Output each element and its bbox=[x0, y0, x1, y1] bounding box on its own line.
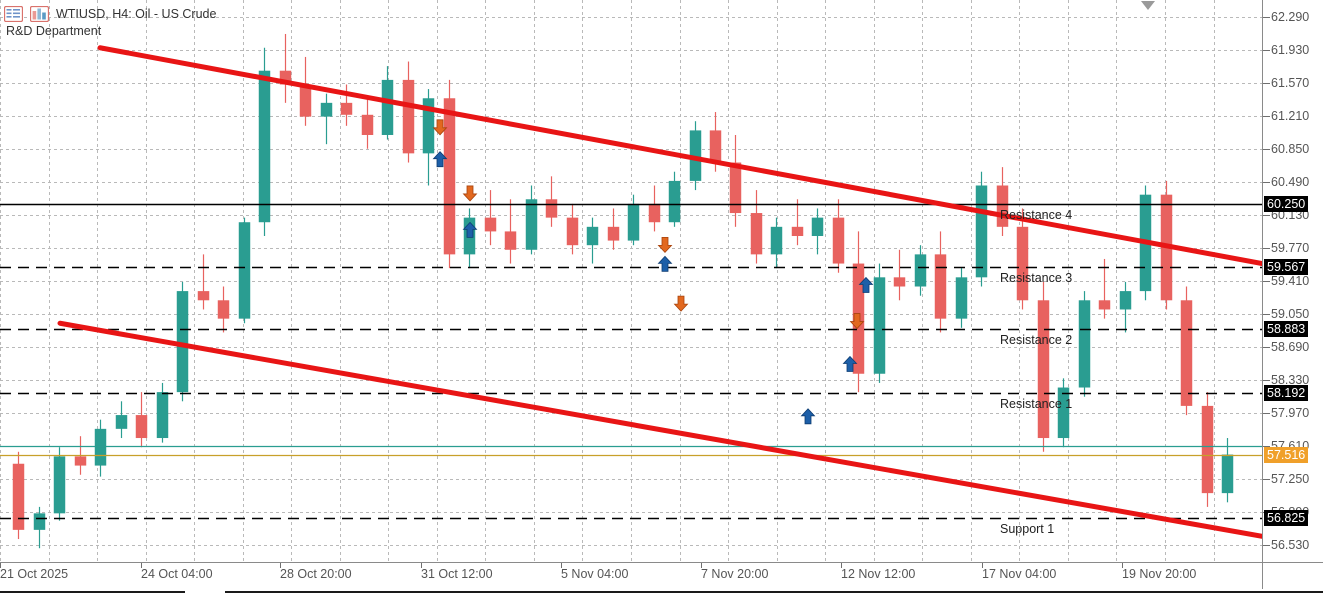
current-price-badge: 57.516 bbox=[1264, 446, 1309, 463]
price-tick-label: 58.330 bbox=[1271, 373, 1310, 388]
price-tick-label: 59.050 bbox=[1271, 307, 1310, 322]
price-tick-label: 59.410 bbox=[1271, 274, 1310, 288]
price-tick-label: 58.690 bbox=[1271, 340, 1310, 355]
time-tick-label: 12 Nov 12:00 bbox=[841, 567, 916, 581]
chevron-down-icon[interactable] bbox=[1141, 1, 1155, 10]
price-tick bbox=[1263, 446, 1270, 447]
price-tick bbox=[1263, 479, 1270, 480]
time-tick bbox=[561, 563, 562, 568]
price-tick bbox=[1263, 50, 1270, 51]
time-tick bbox=[841, 563, 842, 568]
price-tick bbox=[1263, 545, 1270, 546]
level-badge-58883: 58.883 bbox=[1264, 321, 1309, 338]
time-tick-label: 24 Oct 04:00 bbox=[141, 567, 213, 581]
time-tick-label: 7 Nov 20:00 bbox=[701, 567, 769, 581]
price-tick bbox=[1263, 83, 1270, 84]
price-tick bbox=[1263, 215, 1270, 216]
time-tick bbox=[141, 563, 142, 568]
price-tick bbox=[1263, 248, 1270, 249]
time-tick bbox=[1122, 563, 1123, 568]
price-tick bbox=[1263, 17, 1270, 18]
time-tick-label: 17 Nov 04:00 bbox=[982, 567, 1057, 581]
scrollbar-thumb[interactable] bbox=[225, 591, 1323, 593]
price-tick bbox=[1263, 281, 1270, 282]
level-badge-59567: 59.567 bbox=[1264, 258, 1309, 275]
price-tick bbox=[1263, 314, 1270, 315]
axis-corner bbox=[1262, 562, 1323, 589]
scrollbar-thumb[interactable] bbox=[0, 591, 185, 593]
time-tick bbox=[982, 563, 983, 568]
price-tick-label: 57.970 bbox=[1271, 406, 1310, 421]
time-axis[interactable]: 21 Oct 2025 24 Oct 04:00 28 Oct 20:00 31 Oc… bbox=[0, 562, 1262, 589]
price-tick-label: 61.930 bbox=[1271, 42, 1310, 57]
time-tick-label: 19 Nov 20:00 bbox=[1122, 567, 1197, 581]
chart-plot-area[interactable]: Resistance 4 Resistance 3 Resistance 2 Resi… bbox=[0, 0, 1262, 562]
time-tick-label: 5 Nov 04:00 bbox=[561, 567, 629, 581]
price-tick bbox=[1263, 413, 1270, 414]
level-badge-58192: 58.192 bbox=[1264, 384, 1309, 401]
price-tick bbox=[1263, 182, 1270, 183]
price-tick-label: 61.570 bbox=[1271, 75, 1310, 90]
time-tick bbox=[280, 563, 281, 568]
price-tick bbox=[1263, 116, 1270, 117]
price-tick-label: 59.770 bbox=[1271, 240, 1310, 255]
candlestick-chart bbox=[0, 0, 1262, 562]
time-tick-label: 21 Oct 2025 bbox=[0, 567, 69, 581]
price-tick-label: 60.850 bbox=[1271, 141, 1310, 156]
level-badge-60250: 60.250 bbox=[1264, 195, 1309, 212]
horizontal-scrollbar[interactable] bbox=[0, 589, 1323, 597]
level-badge-56825: 56.825 bbox=[1264, 510, 1309, 527]
price-tick-label: 60.490 bbox=[1271, 174, 1310, 189]
price-tick bbox=[1263, 380, 1270, 381]
price-axis[interactable]: 62.290 61.930 61.570 61.210 60.850 60.490 60.1… bbox=[1262, 0, 1323, 562]
time-tick-label: 31 Oct 12:00 bbox=[421, 567, 493, 581]
price-tick-label: 61.210 bbox=[1271, 108, 1310, 123]
price-tick bbox=[1263, 347, 1270, 348]
price-tick-label: 56.530 bbox=[1271, 538, 1310, 553]
time-tick-label: 28 Oct 20:00 bbox=[280, 567, 352, 581]
price-tick-label: 62.290 bbox=[1271, 9, 1310, 24]
time-tick bbox=[421, 563, 422, 568]
time-tick bbox=[701, 563, 702, 568]
price-tick-label: 57.250 bbox=[1271, 472, 1310, 487]
price-tick bbox=[1263, 149, 1270, 150]
time-tick bbox=[0, 563, 1, 568]
